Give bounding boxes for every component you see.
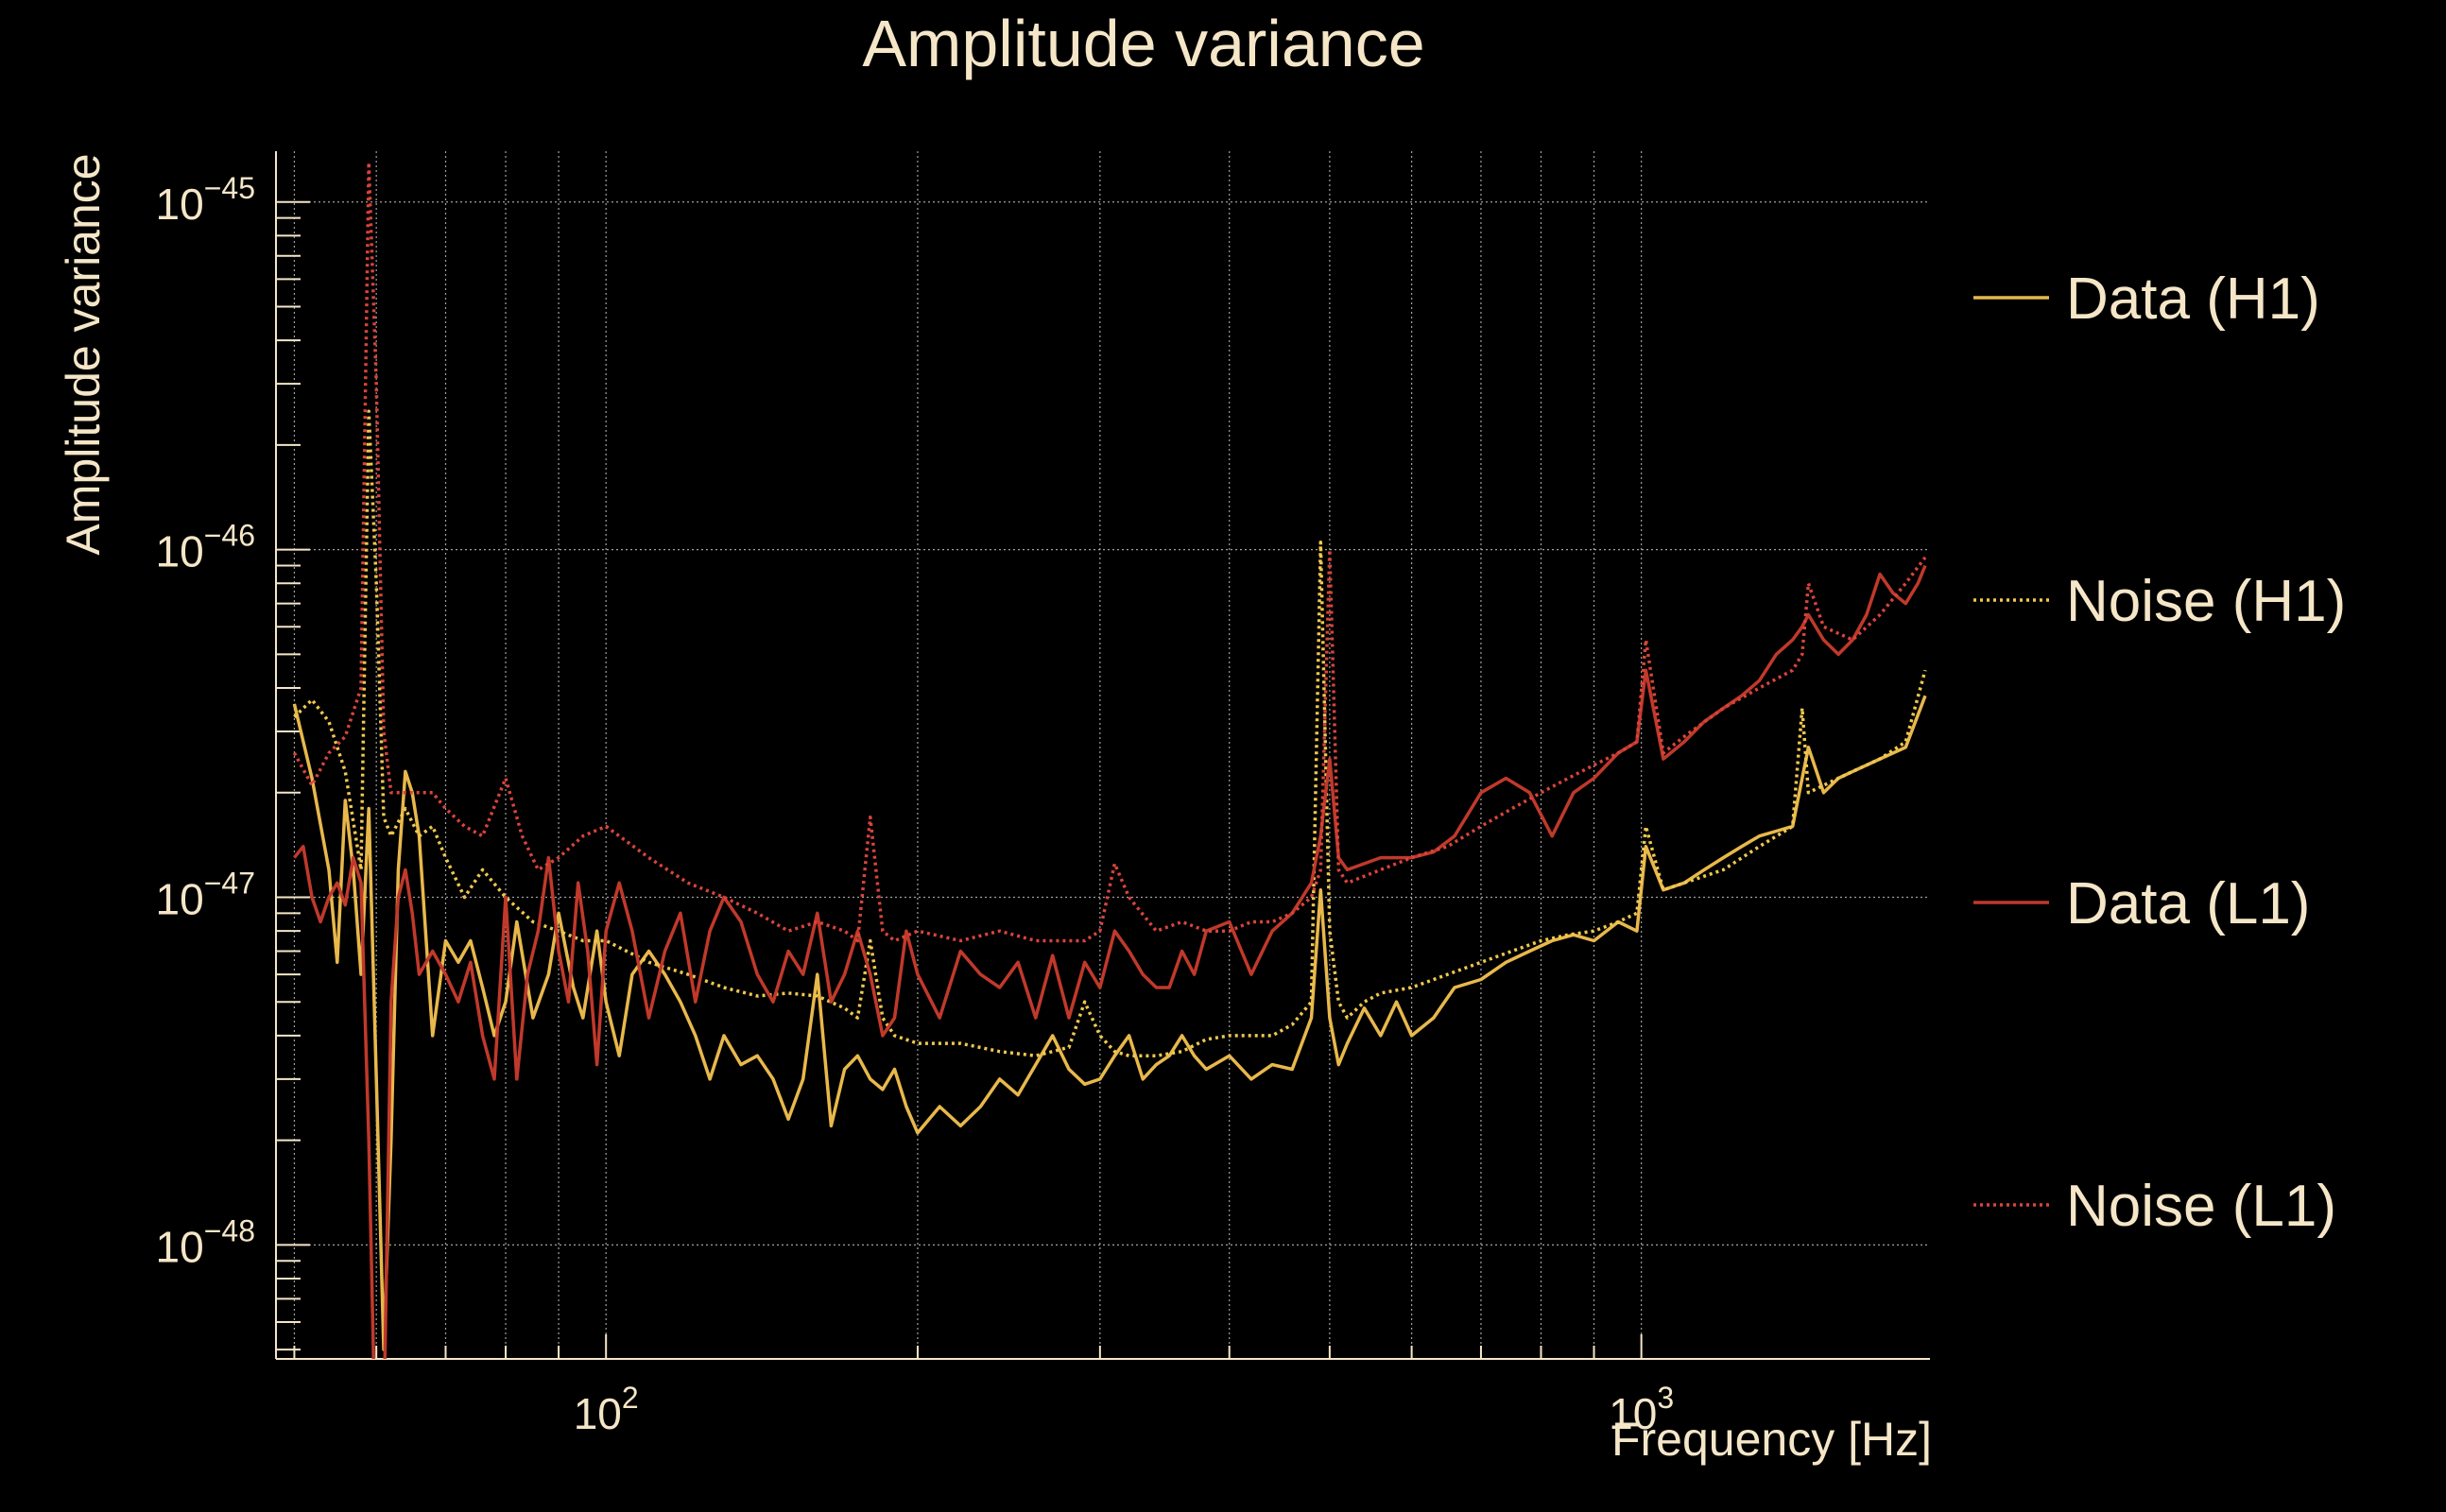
legend-label: Data (H1) — [2066, 266, 2320, 332]
y-tick-label: 10−47 — [156, 867, 255, 924]
legend: Data (H1) Noise (H1) Data (L1) Noise (L1) — [1973, 266, 2346, 1239]
plot-frame — [275, 151, 1930, 1360]
series-line-0 — [292, 695, 1927, 1351]
y-tick-label: 10−48 — [156, 1213, 255, 1271]
x-tick-labels: 102 103 — [574, 1381, 1674, 1438]
x-tick-label: 102 — [574, 1381, 639, 1438]
y-axis-label: Amplitude variance — [57, 153, 110, 555]
series-line-1 — [293, 409, 1927, 1057]
series-line-3 — [292, 161, 1927, 943]
series-line-2 — [293, 564, 1927, 1359]
chart-title: Amplitude variance — [862, 7, 1424, 80]
minor-ticks — [276, 200, 1643, 1359]
legend-label: Noise (L1) — [2066, 1174, 2336, 1239]
x-axis-label: Frequency [Hz] — [1611, 1413, 1932, 1466]
legend-label: Noise (H1) — [2066, 569, 2346, 634]
y-tick-label: 10−46 — [156, 519, 255, 576]
y-tick-label: 10−45 — [156, 171, 255, 229]
x-tick-label: 103 — [1609, 1381, 1674, 1438]
y-tick-labels: 10−45 10−46 10−47 10−48 — [156, 171, 255, 1272]
grid-lines — [276, 151, 1930, 1359]
legend-label: Data (L1) — [2066, 871, 2310, 936]
series-lines — [292, 161, 1927, 1359]
